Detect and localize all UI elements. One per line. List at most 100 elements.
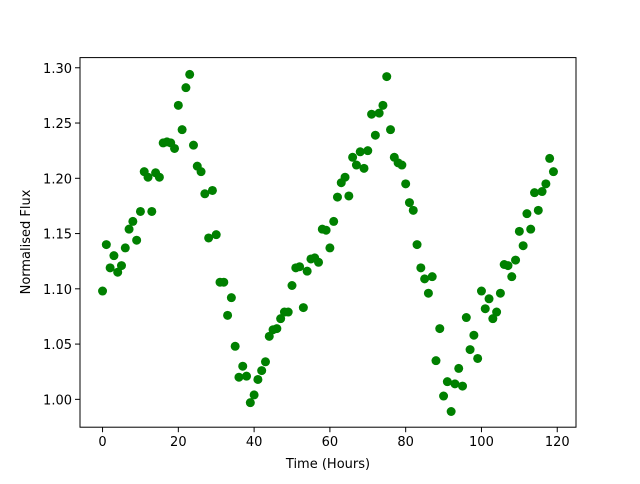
point <box>351 160 361 170</box>
point <box>427 272 437 282</box>
point <box>113 267 123 277</box>
point <box>314 257 324 267</box>
point <box>386 125 396 135</box>
point <box>363 146 373 156</box>
point <box>484 294 494 304</box>
x-tick-label: 60 <box>322 435 339 450</box>
point <box>253 374 263 384</box>
point <box>238 361 248 371</box>
point <box>177 125 187 135</box>
point <box>181 83 191 93</box>
point <box>207 185 217 195</box>
point <box>488 314 498 324</box>
point <box>105 263 115 273</box>
point <box>188 140 198 150</box>
point <box>374 108 384 118</box>
point <box>128 216 138 226</box>
point <box>329 216 339 226</box>
point <box>548 167 558 177</box>
point <box>367 109 377 119</box>
y-tick-label: 1.15 <box>43 228 72 243</box>
point <box>446 407 456 417</box>
y-tick-label: 1.20 <box>43 172 72 187</box>
point <box>147 206 157 216</box>
point <box>101 240 111 250</box>
point <box>276 314 286 324</box>
point <box>245 398 255 408</box>
point <box>545 153 555 163</box>
point <box>522 209 532 219</box>
point <box>132 235 142 245</box>
x-tick-label: 0 <box>98 435 106 450</box>
point <box>173 100 183 110</box>
point <box>518 241 528 251</box>
point <box>408 205 418 215</box>
x-tick-label: 40 <box>246 435 263 450</box>
y-tick-label: 1.05 <box>43 338 72 353</box>
point <box>397 160 407 170</box>
point <box>439 391 449 401</box>
point <box>242 371 252 381</box>
y-tick-label: 1.30 <box>43 62 72 77</box>
point <box>196 167 206 177</box>
point <box>302 266 312 276</box>
point <box>98 286 108 296</box>
point <box>423 288 433 298</box>
point <box>321 225 331 235</box>
y-tick-label: 1.25 <box>43 117 72 132</box>
point <box>355 147 365 157</box>
point <box>507 272 517 282</box>
point <box>480 304 490 314</box>
point <box>226 293 236 303</box>
point <box>476 286 486 296</box>
point <box>295 262 305 272</box>
y-tick-label: 1.00 <box>43 393 72 408</box>
point <box>458 381 468 391</box>
point <box>416 263 426 273</box>
point <box>230 341 240 351</box>
point <box>185 69 195 79</box>
point <box>332 192 342 202</box>
point <box>116 261 126 271</box>
point <box>135 206 145 216</box>
point <box>404 198 414 208</box>
point <box>287 281 297 291</box>
point <box>431 356 441 366</box>
point <box>120 243 130 253</box>
point <box>200 189 210 199</box>
y-tick-label: 1.10 <box>43 283 72 298</box>
point <box>359 163 369 173</box>
point <box>530 188 540 198</box>
point <box>204 233 214 243</box>
point <box>541 179 551 189</box>
point <box>154 172 164 182</box>
point <box>257 366 267 376</box>
point <box>492 307 502 317</box>
x-tick-label: 100 <box>469 435 494 450</box>
point <box>298 303 308 313</box>
point <box>234 372 244 382</box>
point <box>401 179 411 189</box>
x-tick-label: 120 <box>545 435 570 450</box>
point <box>219 277 229 287</box>
point <box>511 255 521 265</box>
point <box>461 313 471 323</box>
point <box>465 345 475 355</box>
y-axis-label: Normalised Flux <box>19 189 34 294</box>
point <box>450 379 460 389</box>
point <box>170 143 180 153</box>
point <box>223 310 233 320</box>
point <box>533 205 543 215</box>
point <box>537 187 547 197</box>
point <box>264 331 274 341</box>
point <box>435 324 445 334</box>
x-tick-label: 80 <box>397 435 414 450</box>
point <box>412 240 422 250</box>
point <box>469 330 479 340</box>
point <box>109 251 119 261</box>
point <box>325 243 335 253</box>
point <box>124 224 134 234</box>
point <box>514 226 524 236</box>
